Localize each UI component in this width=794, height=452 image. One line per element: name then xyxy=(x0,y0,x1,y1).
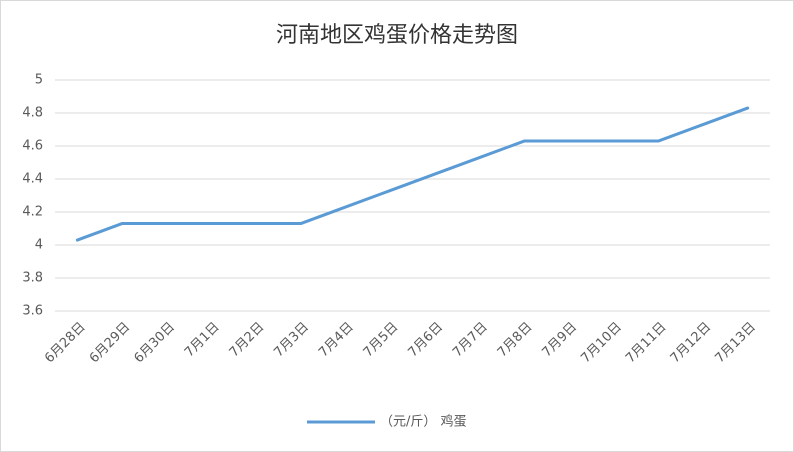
y-tick-label: 4 xyxy=(35,238,43,253)
y-tick-label: 5 xyxy=(35,73,43,88)
y-tick-label: 4.8 xyxy=(22,106,43,121)
series-line xyxy=(75,106,750,242)
y-tick-label: 3.6 xyxy=(22,304,43,319)
y-tick-label: 4.6 xyxy=(22,139,43,154)
legend-label: （元/斤） 鸡蛋 xyxy=(380,414,467,430)
y-tick-label: 3.8 xyxy=(22,271,43,286)
y-tick-label: 4.4 xyxy=(22,172,43,187)
y-tick-label: 4.2 xyxy=(22,205,43,220)
chart-title: 河南地区鸡蛋价格走势图 xyxy=(276,23,518,48)
